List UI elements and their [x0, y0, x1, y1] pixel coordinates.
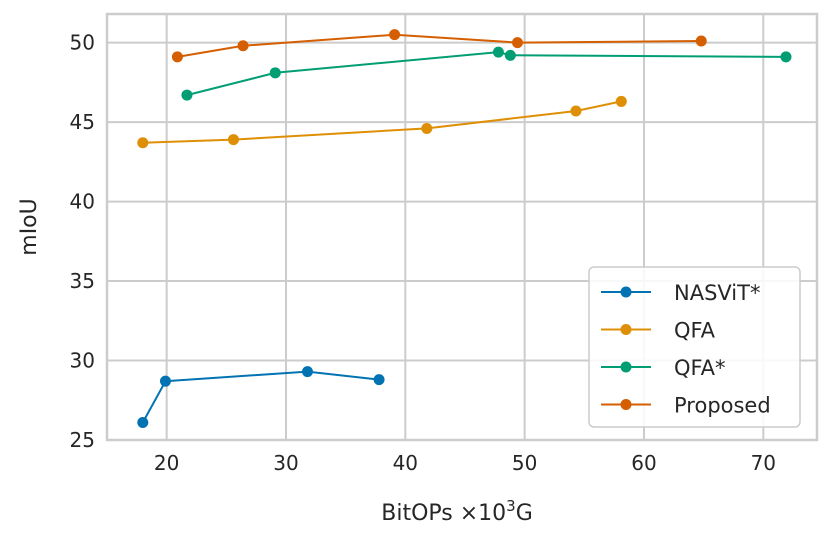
legend-box	[588, 266, 801, 428]
data-point	[504, 49, 516, 61]
x-tick-label: 50	[512, 451, 537, 475]
legend-marker	[620, 324, 632, 335]
series-nasvit-	[137, 366, 385, 429]
y-tick-label: 40	[70, 190, 95, 214]
data-point	[159, 375, 171, 387]
legend-item: QFA*	[601, 356, 726, 380]
data-point	[570, 105, 582, 117]
plot-frame	[105, 12, 819, 442]
legend-label: QFA*	[674, 356, 726, 380]
data-point	[780, 51, 792, 63]
y-axis-label: mIoU	[17, 198, 42, 255]
y-tick-label: 35	[70, 269, 95, 293]
data-point	[227, 134, 239, 146]
legend-item: Proposed	[601, 394, 771, 418]
data-point	[301, 366, 313, 378]
series-line	[141, 370, 380, 423]
legend-item: NASViT*	[601, 281, 760, 305]
data-point	[137, 137, 149, 149]
legend-item: QFA	[601, 319, 716, 343]
series-qfa-	[181, 46, 792, 101]
x-tick-label: 20	[154, 451, 179, 475]
data-point	[137, 417, 149, 429]
legend-label: NASViT*	[674, 281, 760, 305]
data-point	[615, 95, 627, 107]
data-point	[237, 40, 249, 52]
data-point	[695, 35, 707, 47]
data-point	[269, 67, 281, 79]
legend-marker	[620, 399, 632, 410]
x-tick-label: 40	[393, 451, 418, 475]
x-tick-label: 60	[631, 451, 656, 475]
data-point	[492, 46, 504, 58]
data-point	[511, 37, 523, 49]
series-proposed	[171, 29, 707, 63]
y-tick-labels: 25 30 35 40 45 50	[70, 31, 95, 452]
x-axis-label: BitOPs ×103G	[381, 497, 533, 526]
data-point	[421, 122, 433, 134]
x-tick-label: 30	[273, 451, 298, 475]
y-tick-label: 45	[70, 110, 95, 134]
series-layer	[137, 29, 792, 429]
y-tick-label: 25	[70, 428, 95, 452]
legend-label: QFA	[674, 319, 716, 343]
data-point	[389, 29, 401, 41]
y-tick-label: 30	[70, 349, 95, 373]
data-point	[181, 89, 193, 101]
legend-marker	[620, 361, 632, 373]
data-point	[373, 374, 385, 386]
x-tick-label: 70	[751, 451, 776, 475]
legend: NASViT* QFA QFA* Proposed	[588, 266, 801, 428]
series-qfa	[137, 95, 627, 149]
x-tick-labels: 20 30 40 50 60 70	[154, 451, 776, 475]
y-tick-label: 50	[70, 31, 95, 55]
legend-marker	[620, 286, 632, 298]
data-point	[171, 51, 183, 63]
series-line	[177, 33, 702, 58]
legend-label: Proposed	[674, 394, 771, 418]
